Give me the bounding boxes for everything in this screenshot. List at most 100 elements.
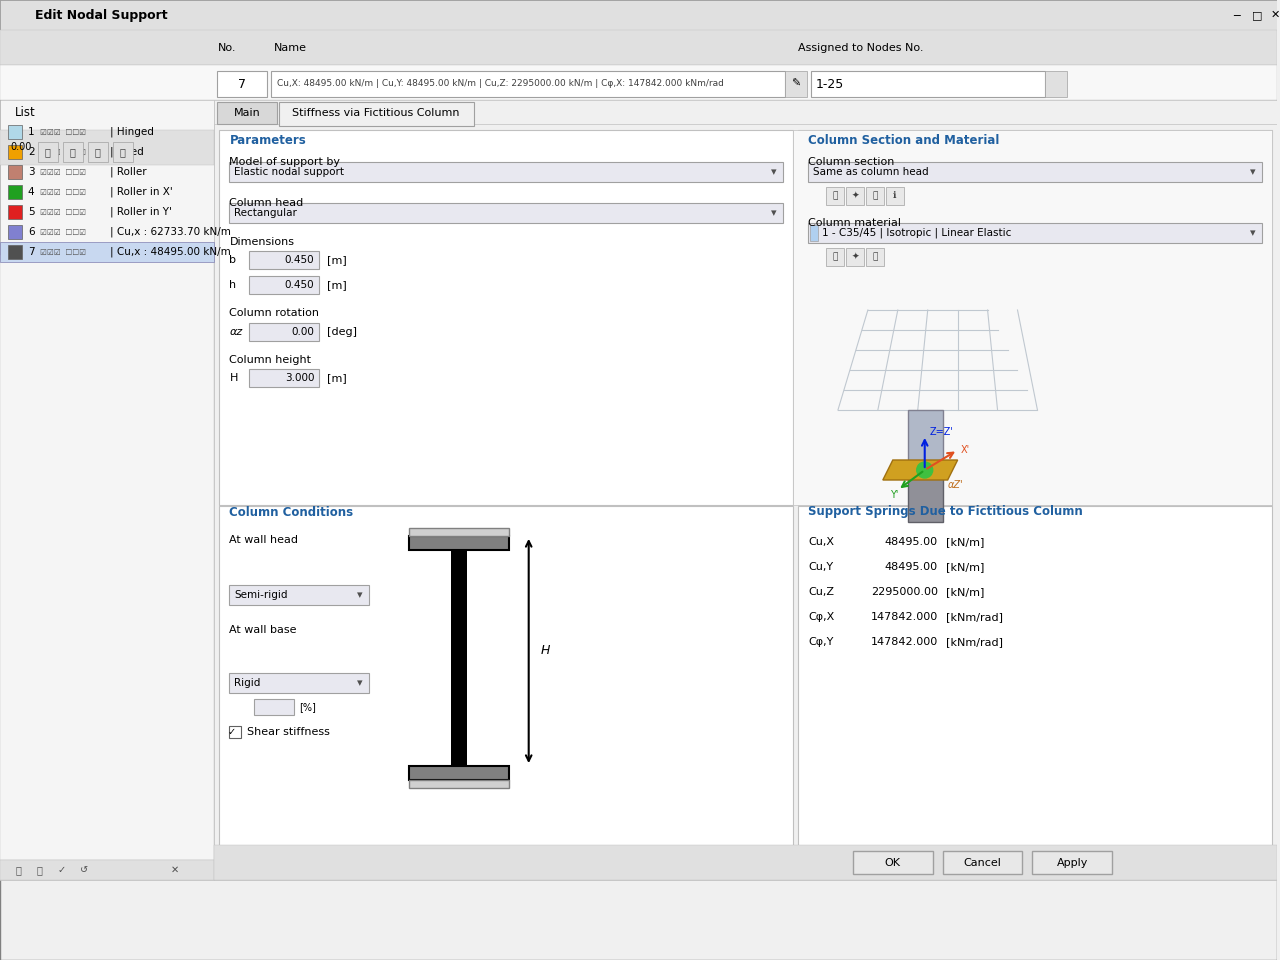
Bar [797, 506, 1272, 876]
Text: Column head: Column head [229, 198, 303, 208]
Bar [8, 125, 22, 139]
Bar [88, 142, 108, 162]
Circle shape [916, 462, 933, 478]
Text: Cφ,Y: Cφ,Y [808, 637, 833, 647]
Bar [846, 248, 864, 266]
Text: 0.00: 0.00 [292, 327, 314, 337]
Bar [794, 130, 1272, 505]
Text: Rigid: Rigid [234, 678, 261, 688]
Bar [0, 30, 1277, 65]
Bar [255, 699, 294, 715]
Text: | Roller in X': | Roller in X' [110, 187, 173, 197]
Text: [kNm/rad]: [kNm/rad] [946, 637, 1002, 647]
Text: ✦: ✦ [851, 191, 859, 201]
Bar [8, 185, 22, 199]
Bar [218, 102, 278, 124]
Bar [812, 71, 1046, 97]
Text: 1 - C35/45 | Isotropic | Linear Elastic: 1 - C35/45 | Isotropic | Linear Elastic [822, 228, 1011, 238]
Text: ▾: ▾ [1251, 228, 1256, 238]
Polygon shape [883, 460, 957, 480]
Text: List: List [15, 106, 36, 118]
Bar [808, 223, 1262, 243]
Bar [826, 248, 844, 266]
Bar [785, 71, 806, 97]
Bar [942, 851, 1023, 874]
Bar [229, 203, 783, 223]
Text: Y': Y' [890, 490, 899, 500]
Text: Column height: Column height [229, 355, 311, 365]
Bar [218, 71, 268, 97]
Bar [865, 187, 883, 205]
Text: 6: 6 [28, 227, 35, 237]
Bar [808, 162, 1262, 182]
Text: Cu,X: 48495.00 kN/m | Cu,Y: 48495.00 kN/m | Cu,Z: 2295000.00 kN/m | Cφ,X: 147842: Cu,X: 48495.00 kN/m | Cu,Y: 48495.00 kN/… [278, 80, 724, 88]
Bar [279, 102, 474, 126]
Text: [deg]: [deg] [328, 327, 357, 337]
Bar [0, 0, 1277, 30]
Bar [0, 860, 215, 880]
Text: Stiffness via Fictitious Column: Stiffness via Fictitious Column [292, 108, 460, 118]
Text: X': X' [960, 445, 970, 455]
Bar [229, 585, 369, 605]
Text: OK: OK [884, 857, 901, 868]
Text: ✓: ✓ [58, 865, 65, 875]
Text: 3.000: 3.000 [284, 373, 314, 383]
Text: At wall base: At wall base [229, 625, 297, 635]
Bar [0, 255, 215, 860]
Text: Dimensions: Dimensions [229, 237, 294, 247]
Bar [846, 187, 864, 205]
Text: [kNm/rad]: [kNm/rad] [946, 612, 1002, 622]
Text: ▾: ▾ [771, 208, 777, 218]
Text: ☑☑☑  ☐☐☑: ☑☑☑ ☐☐☑ [40, 207, 86, 217]
Text: 📋: 📋 [872, 191, 878, 201]
Bar [410, 536, 508, 550]
Text: 4: 4 [28, 187, 35, 197]
Text: Elastic nodal support: Elastic nodal support [234, 167, 344, 177]
Text: At wall head: At wall head [229, 535, 298, 545]
Text: ─: ─ [1234, 10, 1240, 20]
Text: ✕: ✕ [170, 865, 179, 875]
Text: [kN/m]: [kN/m] [946, 587, 984, 597]
Bar [8, 245, 22, 259]
Bar [908, 470, 942, 522]
Text: ☑☑☑  ☐☐☑: ☑☑☑ ☐☐☑ [40, 148, 86, 156]
Text: 2: 2 [28, 147, 35, 157]
Text: 💾: 💾 [15, 865, 20, 875]
Bar [797, 130, 1272, 505]
Bar [0, 130, 215, 165]
Text: H: H [229, 373, 238, 383]
Text: Rectangular: Rectangular [234, 208, 297, 218]
Text: ↺: ↺ [79, 865, 88, 875]
Text: Cu,Y: Cu,Y [808, 562, 833, 572]
Text: 1: 1 [28, 127, 35, 137]
Text: ▾: ▾ [357, 590, 362, 600]
Bar [229, 673, 369, 693]
Text: 🔧: 🔧 [45, 147, 51, 157]
Text: ☑☑☑  ☐☐☑: ☑☑☑ ☐☐☑ [40, 187, 86, 197]
Text: | Roller: | Roller [110, 167, 146, 178]
Text: 7: 7 [238, 78, 247, 90]
Bar [219, 506, 794, 876]
Text: b: b [229, 255, 237, 265]
Text: [%]: [%] [300, 702, 316, 712]
Bar [38, 142, 58, 162]
Text: Column Conditions: Column Conditions [229, 506, 353, 518]
Text: Column Section and Material: Column Section and Material [808, 133, 1000, 147]
Text: Same as column head: Same as column head [813, 167, 928, 177]
Text: ✓: ✓ [228, 727, 236, 737]
Bar [8, 165, 22, 179]
Text: Shear stiffness: Shear stiffness [247, 727, 330, 737]
Text: Column rotation: Column rotation [229, 308, 320, 318]
Text: h: h [229, 280, 237, 290]
Text: Edit Nodal Support: Edit Nodal Support [35, 9, 168, 21]
Text: ▾: ▾ [1251, 167, 1256, 177]
Text: Column material: Column material [808, 218, 901, 228]
Text: 0.450: 0.450 [284, 280, 314, 290]
Bar [0, 100, 215, 880]
Text: 📋: 📋 [37, 865, 42, 875]
Text: [kN/m]: [kN/m] [946, 537, 984, 547]
Text: 0.00: 0.00 [10, 142, 31, 152]
Text: 📖: 📖 [832, 252, 837, 261]
Text: H: H [540, 644, 550, 658]
Text: [m]: [m] [328, 280, 347, 290]
